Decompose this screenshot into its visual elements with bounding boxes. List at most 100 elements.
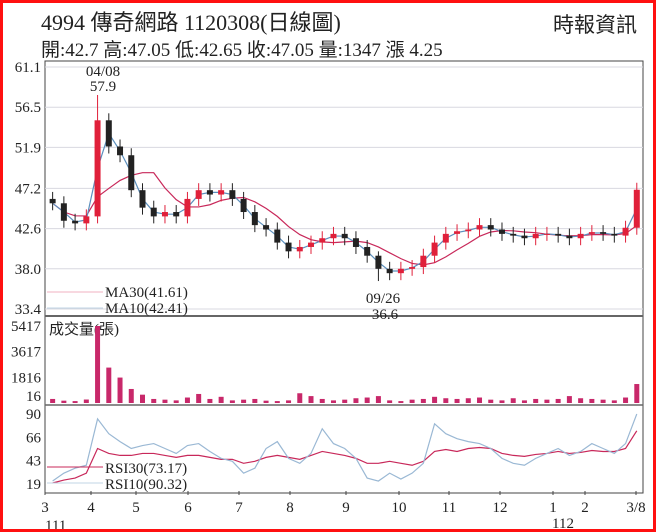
- candle-body: [611, 233, 618, 236]
- volume-bar: [578, 398, 584, 403]
- ma30-legend: MA30(41.61): [105, 285, 188, 301]
- volume-label: 成交量(張): [49, 320, 119, 338]
- volume-bar: [263, 400, 269, 403]
- price-tick-label: 47.2: [15, 181, 41, 197]
- volume-bar: [274, 401, 280, 403]
- rsi-tick-label: 90: [26, 407, 41, 423]
- candle-body: [60, 203, 67, 221]
- candle-body: [397, 268, 404, 274]
- volume-bar: [566, 396, 572, 403]
- volume-bar: [342, 399, 348, 403]
- volume-bar: [623, 397, 629, 403]
- rsi-tick-label: 66: [26, 431, 42, 447]
- high-value-label: 57.9: [90, 79, 116, 95]
- candle-body: [229, 190, 236, 199]
- candle-body: [274, 229, 281, 243]
- candle-body: [622, 227, 629, 236]
- low-date-label: 09/26: [366, 291, 401, 307]
- candle-body: [206, 190, 213, 195]
- candle-body: [577, 233, 584, 239]
- rsi30-line: [52, 430, 638, 484]
- volume-bar: [499, 400, 505, 403]
- candle-body: [83, 216, 90, 224]
- volume-bar: [611, 400, 617, 403]
- candle-body: [195, 190, 202, 199]
- candle-body: [633, 189, 640, 228]
- volume-bar: [252, 398, 258, 403]
- candle-body: [240, 198, 247, 213]
- volume-tick-label: 16: [26, 389, 42, 405]
- volume-bar: [589, 398, 595, 403]
- volume-bar: [634, 384, 640, 403]
- candle-body: [173, 212, 180, 217]
- volume-bar: [241, 399, 247, 403]
- candle-body: [161, 212, 168, 217]
- x-tick-label: 5: [132, 500, 140, 516]
- price-tick-label: 51.9: [15, 140, 41, 156]
- candle-body: [105, 120, 112, 147]
- x-tick-label: 3: [41, 500, 49, 516]
- price-tick-label: 56.5: [15, 100, 41, 116]
- x-tick-label: 11: [442, 500, 456, 516]
- x-tick-label: 6: [184, 500, 192, 516]
- volume-bar: [544, 399, 550, 403]
- candle-body: [600, 232, 607, 234]
- chart-title: 4994 傳奇網路 1120308(日線圖): [41, 10, 341, 35]
- x-tick-label: 3/8: [626, 500, 645, 516]
- year-label: 112: [552, 516, 574, 532]
- volume-bar: [297, 393, 303, 403]
- volume-bar: [128, 388, 134, 403]
- volume-bar: [196, 393, 202, 403]
- ma30-line: [52, 172, 638, 266]
- volume-bar: [398, 401, 404, 403]
- candle-body: [352, 238, 359, 247]
- volume-bar: [61, 400, 67, 403]
- volume-bar: [106, 367, 112, 403]
- rsi10-line: [52, 413, 638, 482]
- candle-body: [498, 229, 505, 234]
- candle-body: [409, 267, 416, 269]
- volume-bar: [375, 396, 381, 403]
- volume-bar: [364, 397, 370, 403]
- volume-bar: [555, 398, 561, 403]
- candle-body: [386, 268, 393, 274]
- candle-body: [330, 233, 337, 239]
- volume-bar: [50, 398, 56, 403]
- candle-body: [319, 238, 326, 243]
- candle-body: [72, 220, 79, 224]
- volume-tick-label: 5417: [11, 319, 42, 335]
- candle-body: [117, 146, 124, 156]
- candle-body: [532, 233, 539, 239]
- volume-bar: [477, 397, 483, 403]
- x-tick-label: 4: [87, 500, 95, 516]
- volume-bar: [454, 398, 460, 403]
- rsi-tick-label: 19: [26, 477, 41, 493]
- candle-body: [555, 233, 562, 236]
- volume-bar: [83, 399, 89, 403]
- x-tick-label: 12: [493, 500, 508, 516]
- candle-body: [420, 255, 427, 268]
- volume-bar: [432, 396, 438, 403]
- volume-bar: [533, 398, 539, 403]
- rsi10-legend: RSI10(90.32): [105, 477, 187, 493]
- ma10-legend: MA10(42.41): [105, 301, 188, 317]
- volume-bar: [353, 398, 359, 403]
- x-tick-label: 1: [549, 500, 557, 516]
- plot-border: [44, 60, 644, 494]
- candle-body: [364, 246, 371, 256]
- volume-bar: [229, 400, 235, 403]
- candle-body: [442, 233, 449, 243]
- volume-bar: [488, 399, 494, 403]
- candle-body: [94, 120, 101, 217]
- volume-tick-label: 1816: [11, 370, 42, 386]
- volume-bar: [173, 400, 179, 403]
- candle-body: [375, 255, 382, 269]
- candle-body: [454, 231, 461, 234]
- volume-bar: [162, 399, 168, 403]
- volume-bar: [308, 396, 314, 403]
- year-label: 111: [45, 518, 66, 532]
- x-tick-label: 8: [286, 500, 294, 516]
- candle-body: [139, 190, 146, 208]
- volume-bar: [218, 396, 224, 403]
- volume-bar: [286, 400, 292, 403]
